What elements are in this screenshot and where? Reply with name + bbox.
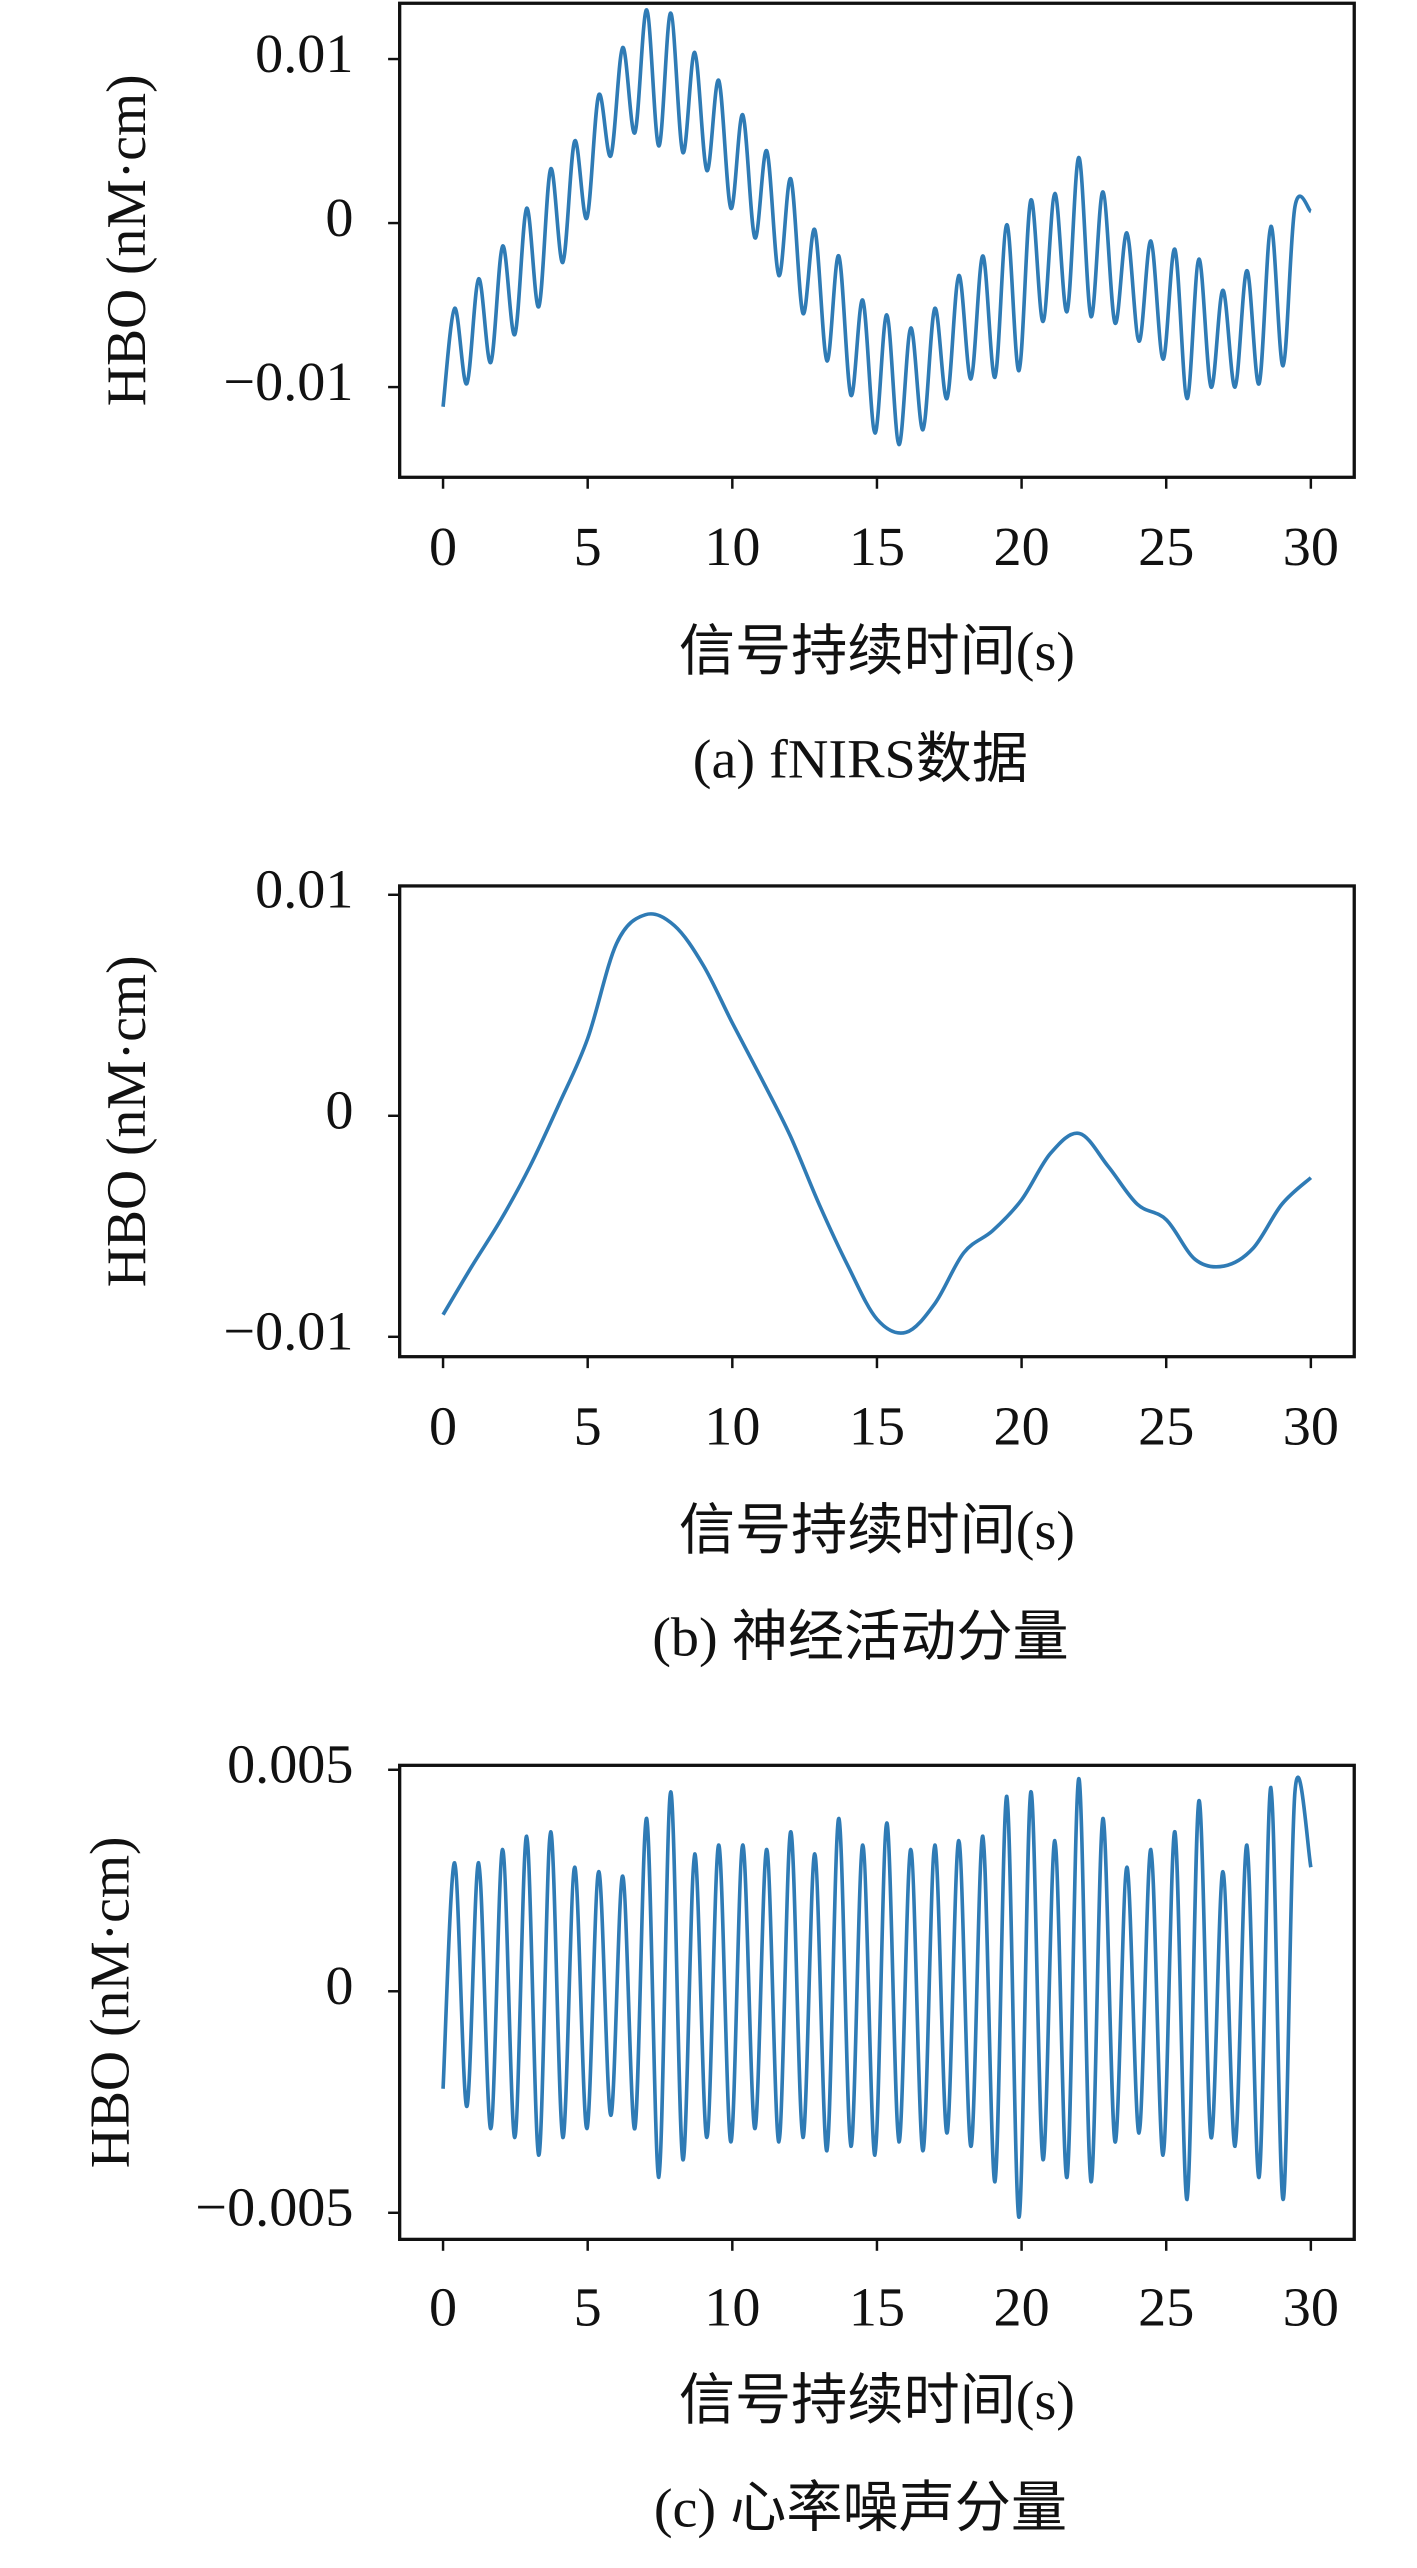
y-tick-label: 0.01 <box>255 859 353 921</box>
x-tick-label: 20 <box>994 2277 1050 2339</box>
y-tick-label: 0 <box>325 187 353 249</box>
x-tick-label: 10 <box>704 2277 760 2339</box>
y-tick-label: 0 <box>325 1080 353 1142</box>
chart-caption: (a) fNIRS数据 <box>693 729 1028 791</box>
y-tick-label: −0.01 <box>223 1301 353 1363</box>
y-tick-label: −0.01 <box>223 351 353 413</box>
x-tick-label: 30 <box>1283 516 1339 578</box>
x-tick-label: 5 <box>574 2277 602 2339</box>
x-tick-label: 0 <box>429 516 457 578</box>
x-tick-label: 25 <box>1138 2277 1194 2339</box>
plot-frame <box>398 884 1356 1359</box>
y-tick-label: 0 <box>325 1955 353 2017</box>
x-tick-label: 0 <box>429 1396 457 1458</box>
x-tick-label: 25 <box>1138 1396 1194 1458</box>
data-line <box>441 8 1313 447</box>
y-tick-label: 0.005 <box>227 1734 353 1796</box>
x-tick-label: 0 <box>429 2277 457 2339</box>
x-tick-label: 15 <box>849 2277 905 2339</box>
x-tick-label: 15 <box>849 1396 905 1458</box>
x-axis-label: 信号持续时间(s) <box>679 1500 1075 1562</box>
x-tick-label: 20 <box>994 516 1050 578</box>
y-axis-label: HBO (nM·cm) <box>79 1836 141 2168</box>
chart-caption: (b) 神经活动分量 <box>652 1607 1068 1669</box>
y-tick-label: −0.005 <box>195 2177 353 2239</box>
y-tick-label: 0.01 <box>255 23 353 85</box>
y-axis-label: HBO (nM·cm) <box>96 74 158 406</box>
x-tick-label: 5 <box>574 516 602 578</box>
data-line <box>441 1775 1313 2220</box>
x-tick-label: 30 <box>1283 1396 1339 1458</box>
x-tick-label: 20 <box>994 1396 1050 1458</box>
x-axis-label: 信号持续时间(s) <box>679 2370 1075 2432</box>
chart-caption: (c) 心率噪声分量 <box>654 2478 1067 2540</box>
plot-frame <box>398 1763 1356 2241</box>
x-tick-label: 10 <box>704 516 760 578</box>
x-tick-label: 15 <box>849 516 905 578</box>
x-axis-label: 信号持续时间(s) <box>679 621 1075 683</box>
data-line <box>441 912 1313 1335</box>
y-axis-label: HBO (nM·cm) <box>96 955 158 1287</box>
plot-frame <box>398 1 1356 479</box>
x-tick-label: 30 <box>1283 2277 1339 2339</box>
x-tick-label: 5 <box>574 1396 602 1458</box>
x-tick-label: 10 <box>704 1396 760 1458</box>
x-tick-label: 25 <box>1138 516 1194 578</box>
